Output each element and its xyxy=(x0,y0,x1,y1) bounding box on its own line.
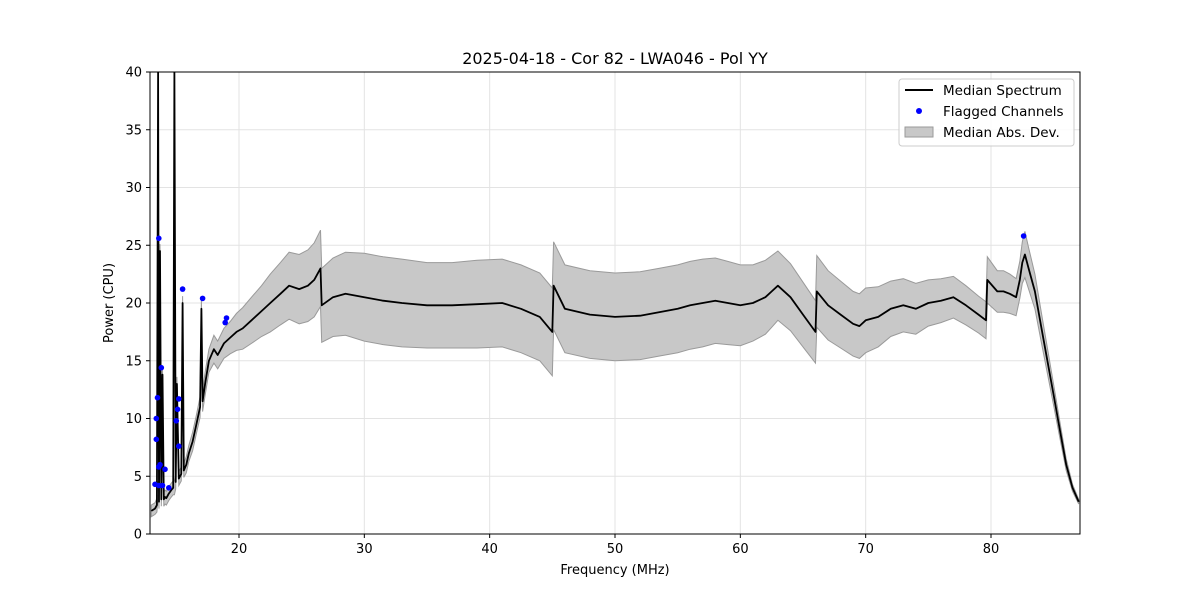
flagged-channel-point xyxy=(199,295,206,302)
x-tick-label: 70 xyxy=(857,542,874,557)
y-tick-label: 10 xyxy=(125,412,142,427)
flagged-channel-point xyxy=(166,485,172,491)
y-tick-label: 15 xyxy=(125,354,142,369)
flagged-channel-point xyxy=(176,443,182,450)
x-tick-label: 60 xyxy=(732,542,749,557)
y-axis-label: Power (CPU) xyxy=(102,263,117,343)
median-spectrum-line xyxy=(150,72,1080,512)
x-tick-label: 20 xyxy=(231,542,248,557)
legend-swatch-flagged-channels xyxy=(916,108,922,114)
flagged-channel-point xyxy=(153,415,160,422)
flagged-channel-point xyxy=(223,315,230,321)
x-tick-label: 80 xyxy=(983,542,1000,557)
legend-label-median-spectrum: Median Spectrum xyxy=(943,83,1062,99)
flagged-channel-point xyxy=(156,235,162,242)
x-axis-ticks: 20 30 40 50 60 70 80 xyxy=(231,534,1000,557)
mad-band-layer xyxy=(150,229,1080,518)
flagged-points-layer xyxy=(152,233,1027,491)
flagged-channel-point xyxy=(157,461,163,468)
flagged-channel-point xyxy=(154,394,161,401)
y-tick-label: 25 xyxy=(125,239,142,254)
legend: Median Spectrum Flagged Channels Median … xyxy=(898,78,1075,147)
flagged-channel-point xyxy=(1020,233,1027,239)
y-tick-label: 30 xyxy=(125,181,142,196)
chart-area: 20 30 40 50 60 70 80 0 5 10 15 20 25 30 35 40 xyxy=(125,66,1081,557)
flagged-channel-point xyxy=(159,482,166,489)
x-tick-label: 40 xyxy=(481,542,498,557)
flagged-channel-point xyxy=(173,418,180,424)
legend-swatch-median-abs-dev xyxy=(904,126,934,138)
flagged-channel-point xyxy=(222,319,228,326)
flagged-channel-point xyxy=(174,406,181,413)
x-tick-label: 30 xyxy=(356,542,373,557)
legend-box xyxy=(898,78,1075,147)
flagged-channel-point xyxy=(153,436,160,443)
x-tick-label: 50 xyxy=(607,542,624,557)
y-axis-ticks: 0 5 10 15 20 25 30 35 40 xyxy=(125,66,150,543)
y-tick-label: 40 xyxy=(125,66,142,81)
y-tick-label: 5 xyxy=(134,470,142,485)
flagged-channel-point xyxy=(158,364,165,371)
flagged-channel-point xyxy=(162,466,168,473)
legend-label-median-abs-dev: Median Abs. Dev. xyxy=(943,125,1060,141)
legend-label-flagged-channels: Flagged Channels xyxy=(943,104,1064,120)
y-tick-label: 20 xyxy=(125,297,142,312)
chart-title: 2025-04-18 - Cor 82 - LWA046 - Pol YY xyxy=(462,49,768,68)
flagged-channel-point xyxy=(179,286,186,292)
x-axis-label: Frequency (MHz) xyxy=(560,563,669,578)
median-line-layer xyxy=(150,72,1080,512)
mad-band xyxy=(150,229,1080,518)
flagged-channel-point xyxy=(176,396,182,402)
y-tick-label: 35 xyxy=(125,123,142,138)
y-tick-label: 0 xyxy=(134,528,142,543)
